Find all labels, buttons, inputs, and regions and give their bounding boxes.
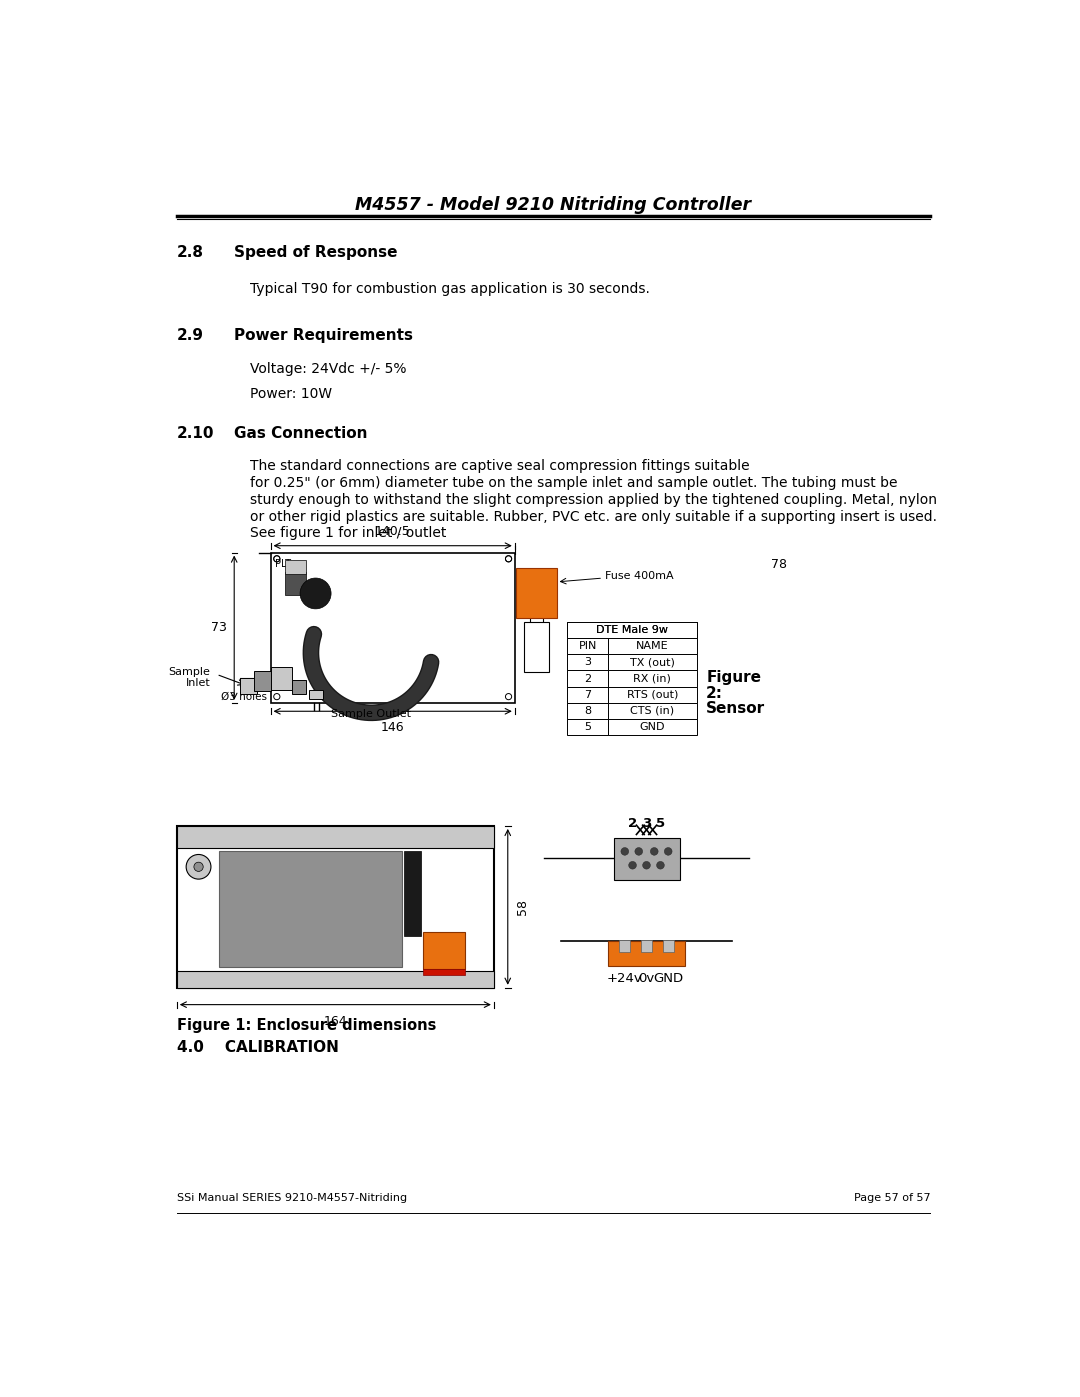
Text: 146: 146 [381,721,405,733]
Bar [567,719,608,735]
Bar [619,940,631,951]
Text: 2: 2 [584,673,591,683]
Bar [608,686,697,703]
Text: 7: 7 [584,690,591,700]
Bar [293,680,307,694]
Text: 4.0    CALIBRATION: 4.0 CALIBRATION [177,1039,339,1055]
Text: DTE Male 9w: DTE Male 9w [596,624,669,636]
Text: 73: 73 [211,622,227,634]
Bar [271,666,293,690]
Text: Ø3 holes: Ø3 holes [220,692,267,701]
Bar [422,932,465,970]
Bar [567,638,608,654]
Circle shape [643,862,650,869]
Bar [284,560,307,574]
Circle shape [621,848,629,855]
Bar [219,851,402,967]
Text: NAME: NAME [636,641,669,651]
Text: Voltage: 24Vdc +/- 5%: Voltage: 24Vdc +/- 5% [249,362,406,376]
Text: TX (out): TX (out) [630,658,675,668]
Text: +24v: +24v [607,972,643,985]
Text: 164: 164 [324,1014,347,1028]
Bar [271,553,515,703]
Text: Sensor: Sensor [706,701,766,717]
Text: 2: 2 [627,817,637,830]
Text: SSi Manual SERIES 9210-M4557-Nitriding: SSi Manual SERIES 9210-M4557-Nitriding [177,1193,407,1203]
Bar [567,654,608,671]
Text: See figure 1 for inlet / outlet: See figure 1 for inlet / outlet [249,527,446,541]
Bar [567,622,697,638]
Bar [642,940,652,951]
Text: for 0.25" (or 6mm) diameter tube on the sample inlet and sample outlet. The tubi: for 0.25" (or 6mm) diameter tube on the … [249,475,897,489]
Bar [663,940,674,951]
Circle shape [650,848,658,855]
Text: Fuse 400mA: Fuse 400mA [606,571,674,581]
Text: 3: 3 [584,658,591,668]
Text: 5: 5 [656,817,665,830]
Text: 78: 78 [770,557,786,571]
Text: Speed of Response: Speed of Response [234,244,397,260]
Text: or other rigid plastics are suitable. Rubber, PVC etc. are only suitable if a su: or other rigid plastics are suitable. Ru… [249,510,936,524]
Bar [608,703,697,719]
Bar [567,703,608,719]
Bar [567,686,608,703]
Bar [240,678,257,693]
Bar [284,571,307,595]
Text: 5: 5 [584,722,591,732]
Text: 2.9: 2.9 [177,328,204,342]
Bar [608,654,697,671]
Text: PIN: PIN [579,641,597,651]
Bar [608,942,685,967]
Bar [608,719,697,735]
Text: 2.10: 2.10 [177,426,214,440]
Text: GND: GND [639,722,665,732]
Circle shape [635,848,643,855]
Bar [613,838,679,880]
Text: RX (in): RX (in) [633,673,672,683]
Bar [254,671,271,692]
Circle shape [657,862,664,869]
Text: 8: 8 [584,705,591,715]
Text: 140.5: 140.5 [375,525,410,538]
Text: PLT: PLT [274,559,291,569]
Circle shape [629,862,636,869]
Bar [177,826,494,848]
Bar [608,671,697,686]
Text: Sample Outlet: Sample Outlet [332,708,411,718]
Bar [567,671,608,686]
Circle shape [664,848,672,855]
Text: Figure 1: Enclosure dimensions: Figure 1: Enclosure dimensions [177,1018,436,1034]
Text: sturdy enough to withstand the slight compression applied by the tightened coupl: sturdy enough to withstand the slight co… [249,493,936,507]
Text: RTS (out): RTS (out) [626,690,678,700]
Text: M4557 - Model 9210 Nitriding Controller: M4557 - Model 9210 Nitriding Controller [355,196,752,214]
Bar [516,569,556,617]
Text: DTE Male 9w: DTE Male 9w [596,624,669,636]
Text: Page 57 of 57: Page 57 of 57 [853,1193,930,1203]
Text: 3: 3 [642,817,651,830]
Text: GND: GND [653,972,684,985]
Circle shape [186,855,211,879]
Bar [309,690,323,698]
Text: Sample
Inlet: Sample Inlet [168,666,211,689]
Bar [524,622,549,672]
Text: The standard connections are captive seal compression fittings suitable: The standard connections are captive sea… [249,458,750,472]
Bar [422,970,465,975]
Text: Typical T90 for combustion gas application is 30 seconds.: Typical T90 for combustion gas applicati… [249,282,649,296]
Text: Power Requirements: Power Requirements [234,328,414,342]
Text: 58: 58 [515,898,528,915]
Bar [177,971,494,988]
Text: Figure: Figure [706,671,761,686]
Text: Power: 10W: Power: 10W [249,387,332,401]
Circle shape [300,578,332,609]
Bar [177,826,494,988]
Bar [608,638,697,654]
Text: Gas Connection: Gas Connection [234,426,367,440]
Bar [404,851,421,936]
Circle shape [194,862,203,872]
Text: CTS (in): CTS (in) [631,705,674,715]
Text: 0v: 0v [638,972,654,985]
Text: 2:: 2: [706,686,724,701]
Text: 2.8: 2.8 [177,244,204,260]
Bar [567,622,697,638]
